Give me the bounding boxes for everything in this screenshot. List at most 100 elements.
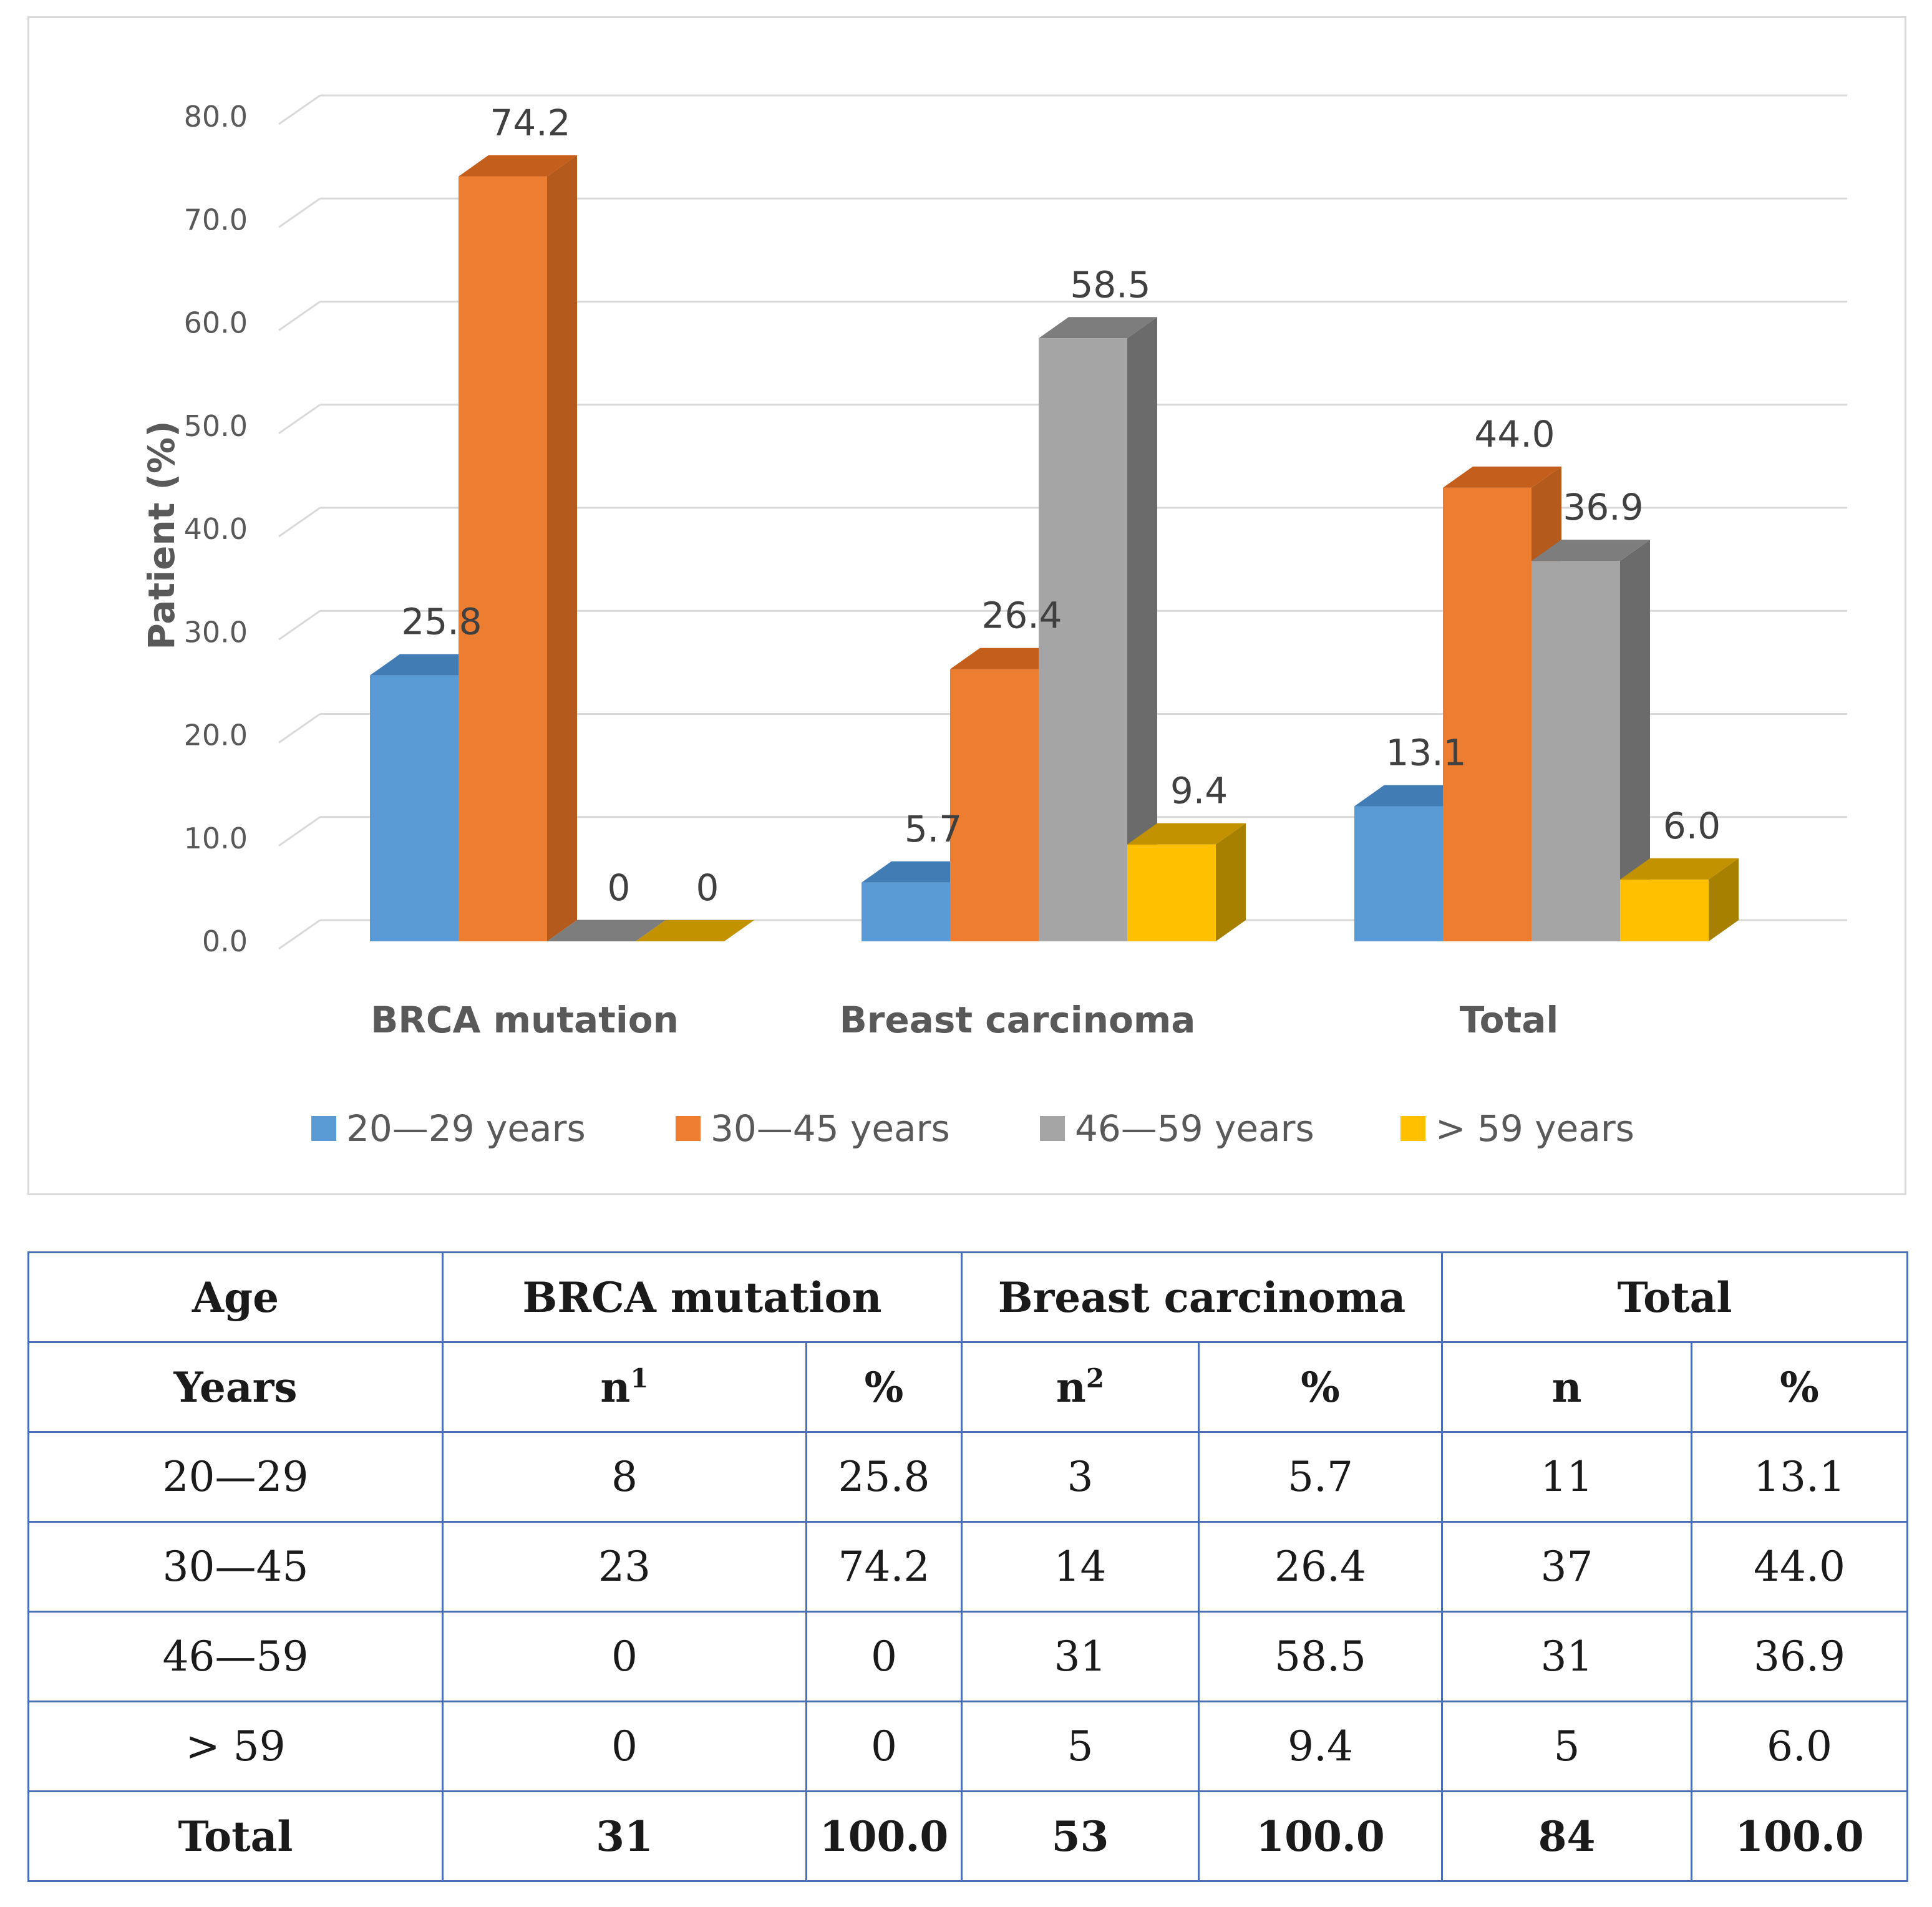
category-label: BRCA mutation xyxy=(371,999,679,1041)
legend-item: 20—29 years xyxy=(311,1107,586,1150)
legend-label: 46—59 years xyxy=(1075,1107,1314,1150)
table-cell: 9.4 xyxy=(1198,1701,1443,1792)
table-subheader-row: Years n1 % n2 % n % xyxy=(27,1341,1909,1433)
bar xyxy=(1127,823,1246,941)
data-label: 74.2 xyxy=(490,102,570,144)
table-cell: 0 xyxy=(805,1701,963,1792)
table-cell: 36.9 xyxy=(1690,1611,1909,1702)
table-cell: 84 xyxy=(1441,1790,1692,1882)
legend-swatch xyxy=(1040,1116,1065,1141)
bar-chart: 0.0 10.0 20.0 30.0 40.0 50.0 60.0 70.0 80.0 Pati… xyxy=(140,94,1847,1150)
bar-top xyxy=(1620,858,1739,880)
header-breast-carcinoma: Breast carcinoma xyxy=(961,1251,1443,1343)
bar-front xyxy=(1443,487,1532,941)
table-cell: 14 xyxy=(961,1521,1200,1613)
table-cell: 46—59 xyxy=(27,1611,444,1702)
bar-front xyxy=(459,176,547,942)
header-brca-mutation: BRCA mutation xyxy=(442,1251,963,1343)
legend-swatch xyxy=(1400,1116,1425,1141)
legend-item: 30—45 years xyxy=(676,1107,950,1150)
header-pct2: % xyxy=(1198,1341,1443,1433)
legend-label: 20—29 years xyxy=(346,1107,586,1150)
gridline-slant xyxy=(278,94,321,125)
gridline-slant xyxy=(278,198,321,228)
header-total: Total xyxy=(1440,1251,1909,1343)
legend-label: > 59 years xyxy=(1435,1107,1634,1150)
table-cell: > 59 xyxy=(27,1701,444,1792)
y-tick-label: 30.0 xyxy=(184,615,248,649)
table-cell: 11 xyxy=(1441,1431,1692,1523)
bar xyxy=(1620,858,1739,941)
bar-top xyxy=(1039,317,1157,339)
y-tick-label: 80.0 xyxy=(184,100,248,133)
data-label: 58.5 xyxy=(1070,263,1150,306)
bar-side xyxy=(547,155,577,942)
table-cell: 37 xyxy=(1441,1521,1692,1613)
legend-label: 30—45 years xyxy=(711,1107,950,1150)
table-cell: 20—29 xyxy=(27,1431,444,1523)
y-tick-label: 50.0 xyxy=(184,409,248,443)
gridline-slant xyxy=(278,816,321,847)
bar-top xyxy=(1443,466,1561,488)
y-tick-label: 10.0 xyxy=(184,822,248,855)
bar-front xyxy=(1039,338,1127,941)
bar xyxy=(547,920,666,941)
header-n3: n xyxy=(1441,1341,1692,1433)
data-label: 0 xyxy=(608,866,631,909)
bar-front xyxy=(950,669,1039,941)
bar-side xyxy=(1620,540,1650,941)
header-n1: n1 xyxy=(442,1341,807,1433)
table-row: > 59 0 0 5 9.4 5 6.0 xyxy=(27,1701,1909,1792)
legend-item: > 59 years xyxy=(1400,1107,1634,1150)
header-n2: n2 xyxy=(961,1341,1200,1433)
table-cell: 5 xyxy=(1441,1701,1692,1792)
y-tick-label: 70.0 xyxy=(184,203,248,236)
table-cell: 31 xyxy=(961,1611,1200,1702)
legend-item: 46—59 years xyxy=(1040,1107,1314,1150)
table-cell: 0 xyxy=(442,1611,807,1702)
y-tick-label: 0.0 xyxy=(202,924,248,958)
category-label: Breast carcinoma xyxy=(840,999,1196,1041)
bar-top xyxy=(1127,823,1246,845)
bar xyxy=(1532,540,1650,941)
table-cell: 23 xyxy=(442,1521,807,1613)
table-cell: 100.0 xyxy=(1198,1790,1443,1882)
table-row: 46—59 0 0 31 58.5 31 36.9 xyxy=(27,1611,1909,1702)
table-cell: 31 xyxy=(1441,1611,1692,1702)
data-label: 26.4 xyxy=(981,594,1062,637)
table-cell: 5.7 xyxy=(1198,1431,1443,1523)
table-header-row: Age BRCA mutation Breast carcinoma Total xyxy=(27,1251,1909,1343)
bar-top xyxy=(636,920,754,941)
data-label: 6.0 xyxy=(1663,805,1721,847)
bar-top xyxy=(547,920,666,941)
data-label: 9.4 xyxy=(1170,770,1228,812)
data-label: 44.0 xyxy=(1474,413,1555,455)
data-label: 36.9 xyxy=(1563,486,1643,528)
table-cell: 0 xyxy=(805,1611,963,1702)
table-cell: 53 xyxy=(961,1790,1200,1882)
table-cell: 26.4 xyxy=(1198,1521,1443,1613)
bar-front xyxy=(1620,879,1709,941)
table-cell: 13.1 xyxy=(1690,1431,1909,1523)
table-row: 20—29 8 25.8 3 5.7 11 13.1 xyxy=(27,1431,1909,1523)
y-tick-label: 60.0 xyxy=(184,306,248,340)
table-cell: 25.8 xyxy=(805,1431,963,1523)
data-label: 0 xyxy=(696,866,719,909)
bar-front xyxy=(1127,844,1216,941)
data-label: 13.1 xyxy=(1386,732,1466,774)
table-cell: 30—45 xyxy=(27,1521,444,1613)
data-table: Age BRCA mutation Breast carcinoma Total… xyxy=(27,1251,1909,1882)
header-age: Age xyxy=(27,1251,444,1343)
bar-side xyxy=(1709,858,1739,941)
bar-front xyxy=(1532,561,1620,941)
y-axis-title: Patient (%) xyxy=(140,420,183,649)
table-cell: 3 xyxy=(961,1431,1200,1523)
gridline-slant xyxy=(278,919,321,950)
table-cell: 31 xyxy=(442,1790,807,1882)
bar-side xyxy=(1216,823,1246,941)
header-years: Years xyxy=(27,1341,444,1433)
data-label: 25.8 xyxy=(401,601,482,643)
legend-swatch xyxy=(676,1116,701,1141)
y-tick-label: 20.0 xyxy=(184,719,248,752)
legend-swatch xyxy=(311,1116,336,1141)
